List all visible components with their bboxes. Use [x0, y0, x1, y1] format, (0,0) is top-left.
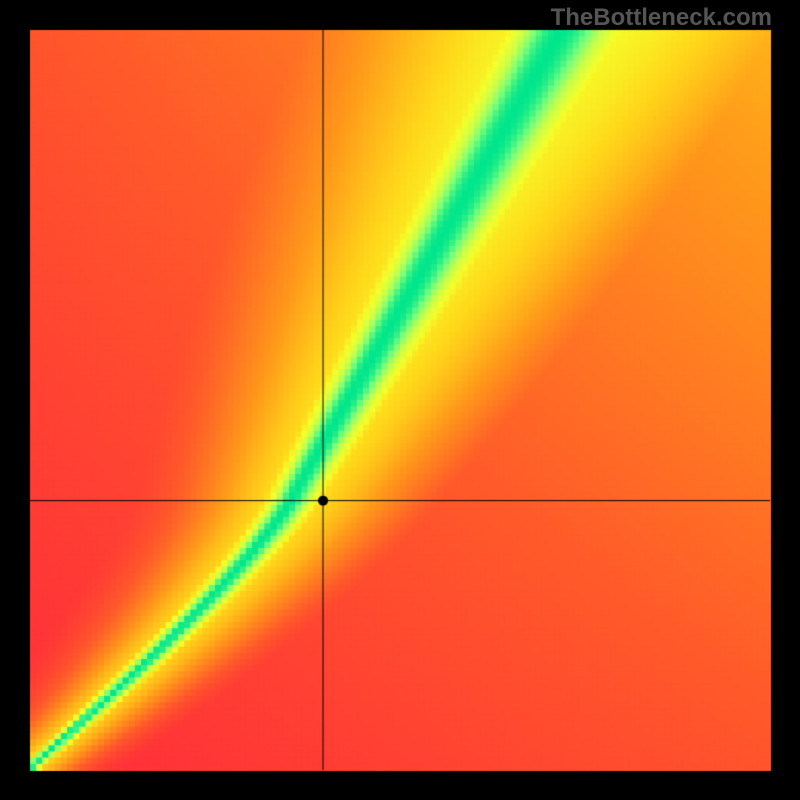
heatmap-canvas — [0, 0, 800, 800]
chart-container: TheBottleneck.com — [0, 0, 800, 800]
